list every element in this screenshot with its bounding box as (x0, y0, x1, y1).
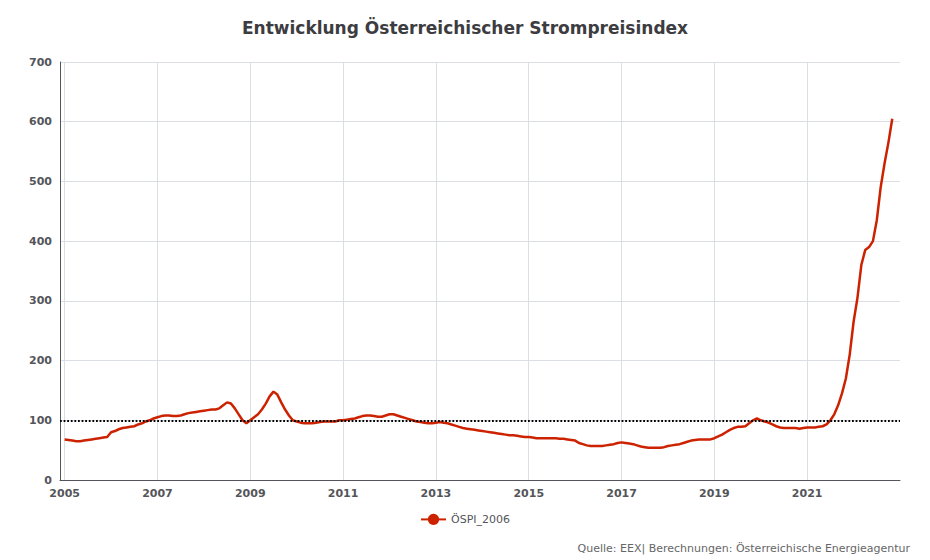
svg-text:2021: 2021 (792, 487, 823, 500)
svg-text:2017: 2017 (606, 487, 637, 500)
svg-text:100: 100 (29, 414, 52, 427)
svg-text:ÖSPI_2006: ÖSPI_2006 (451, 513, 510, 526)
svg-text:500: 500 (29, 175, 52, 188)
svg-text:2019: 2019 (699, 487, 730, 500)
svg-text:700: 700 (29, 56, 52, 69)
svg-text:2007: 2007 (142, 487, 173, 500)
svg-text:2005: 2005 (49, 487, 80, 500)
svg-text:Quelle: EEX| Berechnungen: Öst: Quelle: EEX| Berechnungen: Österreichisc… (578, 542, 911, 555)
svg-text:Entwicklung Österreichischer S: Entwicklung Österreichischer Strompreisi… (242, 17, 688, 38)
svg-text:200: 200 (29, 354, 52, 367)
svg-text:600: 600 (29, 115, 52, 128)
svg-text:0: 0 (44, 474, 52, 487)
svg-text:2011: 2011 (328, 487, 359, 500)
svg-text:2009: 2009 (235, 487, 266, 500)
svg-text:300: 300 (29, 294, 52, 307)
svg-text:400: 400 (29, 235, 52, 248)
svg-text:2015: 2015 (513, 487, 544, 500)
svg-text:2013: 2013 (421, 487, 452, 500)
